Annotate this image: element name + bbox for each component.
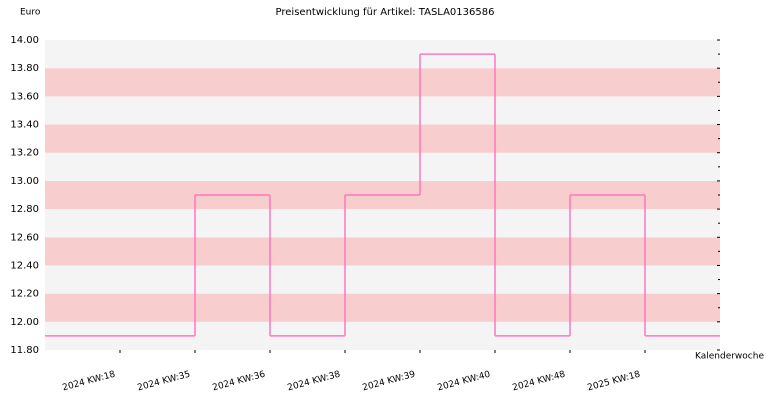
plot-band [45, 96, 720, 125]
y-tick-label: 13.20 [10, 148, 39, 159]
y-tick-label: 12.40 [10, 260, 39, 271]
y-axis-label: Euro [20, 8, 41, 18]
plot-band [45, 265, 720, 294]
y-tick-label: 12.60 [10, 232, 39, 243]
plot-band [45, 209, 720, 238]
plot-band [45, 293, 720, 322]
x-axis-label: Kalenderwoche [695, 352, 764, 362]
y-tick-label: 12.00 [10, 317, 39, 328]
x-tick-label: 2025 KW:18 [586, 370, 641, 394]
plot-band [45, 237, 720, 266]
y-tick-label: 14.00 [10, 35, 39, 46]
y-tick-label: 13.00 [10, 176, 39, 187]
x-tick-label: 2024 KW:35 [136, 370, 191, 394]
plot-band [45, 152, 720, 181]
y-tick-label: 13.80 [10, 63, 39, 74]
x-tick-label: 2024 KW:18 [61, 370, 116, 394]
x-tick-label: 2024 KW:48 [511, 370, 566, 394]
chart-title: Preisentwicklung für Artikel: TASLA01365… [276, 7, 495, 18]
y-tick-label: 13.40 [10, 120, 39, 131]
x-tick-label: 2024 KW:36 [211, 370, 266, 394]
y-tick-label: 12.20 [10, 289, 39, 300]
x-tick-label: 2024 KW:40 [436, 370, 491, 394]
y-tick-label: 12.80 [10, 204, 39, 215]
y-tick-label: 13.60 [10, 91, 39, 102]
y-tick-label: 11.80 [10, 345, 39, 356]
plot-band [45, 40, 720, 69]
x-tick-label: 2024 KW:39 [361, 370, 416, 394]
plot-band [45, 124, 720, 153]
x-tick-label: 2024 KW:38 [286, 370, 341, 394]
plot-band [45, 68, 720, 97]
